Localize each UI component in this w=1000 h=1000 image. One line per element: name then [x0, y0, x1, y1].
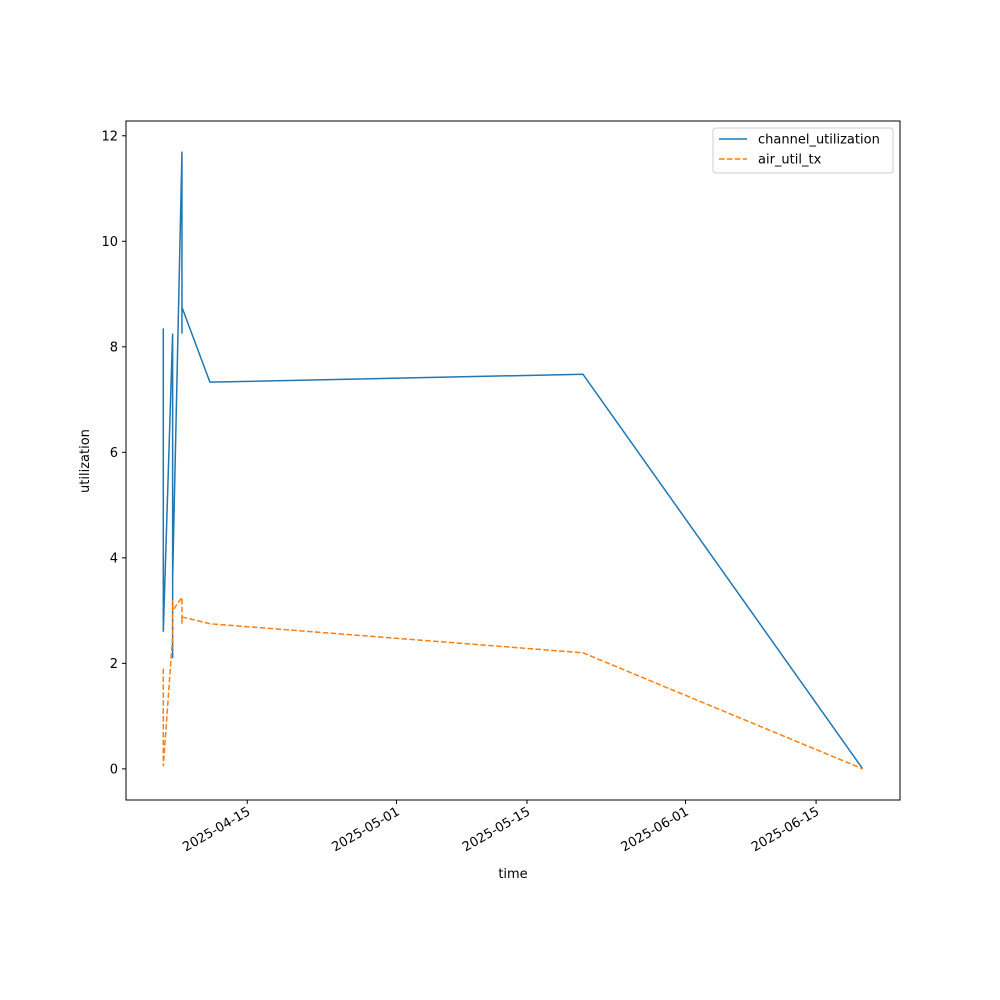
y-tick-label: 8: [110, 340, 118, 355]
series-line: [162, 595, 863, 770]
x-axis-label: time: [498, 867, 527, 882]
y-tick-label: 6: [110, 446, 118, 461]
legend-box: [712, 127, 894, 174]
y-tick-label: 10: [101, 235, 118, 250]
y-tick-label: 12: [101, 129, 118, 144]
legend: channel_utilization air_util_tx: [712, 127, 894, 174]
plot-frame: [125, 120, 901, 801]
legend-label: channel_utilization: [758, 133, 880, 148]
y-axis-label: utilization: [78, 429, 93, 493]
series-line: [162, 151, 864, 770]
y-tick-label: 2: [110, 657, 118, 672]
y-tick-label: 0: [110, 762, 118, 777]
y-tick-label: 4: [110, 551, 118, 566]
legend-label: air_util_tx: [758, 153, 822, 168]
